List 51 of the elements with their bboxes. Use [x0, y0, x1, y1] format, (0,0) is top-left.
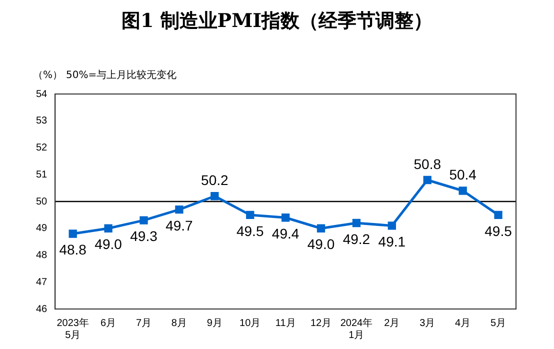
chart-title: 图1 制造业PMI指数（经季节调整） [120, 9, 434, 34]
data-label: 49.5 [236, 222, 264, 239]
point [388, 222, 396, 230]
data-label: 49.7 [166, 217, 194, 234]
point [210, 192, 219, 200]
y-axis-title: （%） [33, 69, 63, 82]
data-label: 49.1 [378, 234, 406, 250]
x-tick-label: 8月 [171, 318, 187, 329]
y-tick-label: 46 [36, 304, 48, 315]
data-label: 50.4 [449, 166, 477, 183]
x-tick-label: 12月 [310, 318, 332, 329]
data-label: 49.3 [130, 228, 158, 244]
y-tick-label: 54 [36, 88, 48, 100]
point [352, 218, 361, 228]
data-label: 49.2 [342, 230, 370, 247]
data-label: 49.5 [484, 222, 512, 239]
y-tick-label: 52 [36, 142, 48, 154]
y-tick-label: 51 [36, 169, 48, 180]
y-tick-label: 47 [36, 276, 48, 288]
ref-line-label: 50%=与上月比较无变化 [66, 68, 177, 82]
point [68, 230, 77, 238]
x-tick-label: 6月 [100, 318, 116, 329]
data-label: 49.0 [307, 236, 335, 252]
point [175, 205, 184, 214]
point [104, 224, 112, 232]
point [494, 210, 502, 220]
y-tick-label: 49 [36, 223, 48, 234]
x-tick-label: 3月 [420, 318, 436, 329]
x-tick-label: 11月 [275, 318, 296, 329]
data-label: 50.2 [201, 172, 228, 188]
point [423, 176, 432, 184]
x-tick-label: 10月 [240, 318, 261, 329]
x-tick-label: 2023年 5月 [56, 316, 89, 341]
y-tick-label: 48 [36, 250, 48, 261]
data-label: 49.0 [94, 236, 122, 252]
point [316, 224, 326, 232]
x-tick-label: 7月 [136, 318, 152, 329]
point [458, 186, 467, 195]
y-tick-label: 50 [36, 196, 48, 208]
data-label: 50.8 [414, 156, 442, 172]
x-tick-label: 5月 [490, 318, 506, 329]
data-label: 49.4 [272, 225, 300, 242]
point [281, 214, 290, 222]
data-label: 48.8 [59, 242, 87, 258]
x-tick-label: 9月 [206, 318, 222, 329]
point [246, 210, 254, 220]
x-tick-label: 2月 [384, 318, 400, 329]
x-tick-label: 2024年 1月 [340, 316, 373, 341]
x-tick-label: 4月 [455, 318, 471, 329]
point [140, 216, 148, 224]
y-tick-label: 53 [36, 116, 48, 127]
